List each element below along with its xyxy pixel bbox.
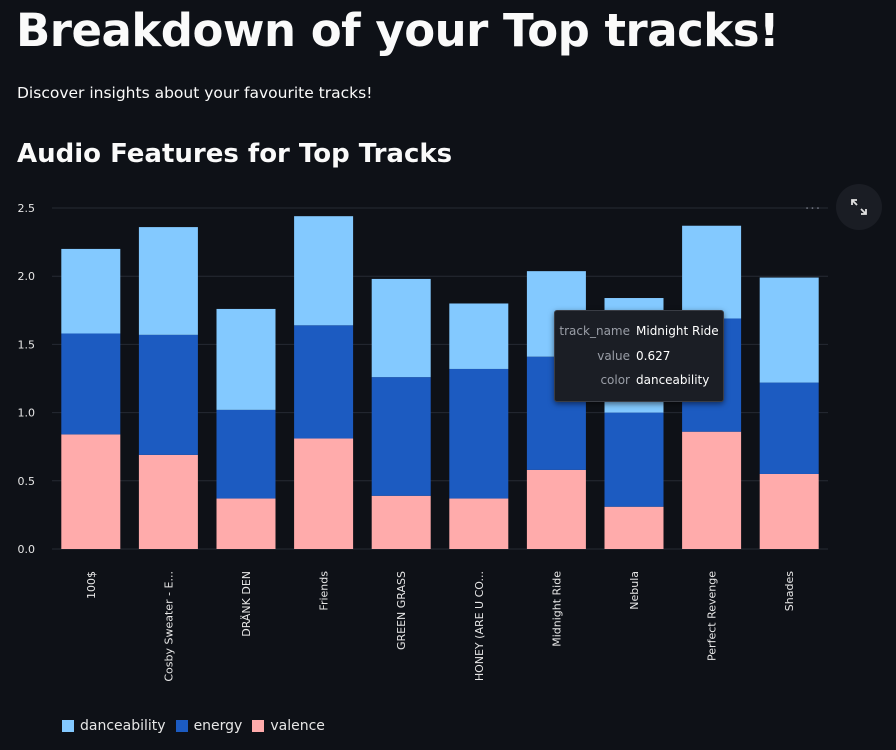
chart-container[interactable]: 0.0 0.5 1.0 1.5 2.0 2.5 100$ Cosby Sweater - E… bbox=[0, 180, 896, 750]
x-tick-label: GREEN GRASS bbox=[395, 571, 408, 650]
bar-energy[interactable] bbox=[61, 333, 121, 435]
stacked-bar-chart[interactable]: 0.0 0.5 1.0 1.5 2.0 2.5 100$ Cosby Sweater - E… bbox=[0, 180, 896, 700]
y-tick-label: 2.0 bbox=[18, 270, 36, 283]
bar-danceability[interactable] bbox=[449, 303, 509, 369]
legend-label: danceability bbox=[80, 718, 166, 734]
chart-tooltip: track_name Midnight Ride value 0.627 col… bbox=[554, 310, 724, 402]
tooltip-row-value: value 0.627 bbox=[555, 348, 723, 364]
x-tick-label: Cosby Sweater - E... bbox=[162, 571, 175, 682]
legend-label: valence bbox=[270, 718, 325, 734]
chart-bars[interactable] bbox=[61, 216, 819, 549]
legend-swatch bbox=[62, 720, 74, 732]
x-tick-label: Shades bbox=[783, 571, 796, 611]
tooltip-value: danceability bbox=[636, 373, 710, 387]
bar-danceability[interactable] bbox=[371, 278, 431, 378]
expand-icon bbox=[851, 199, 867, 215]
tooltip-row-track-name: track_name Midnight Ride bbox=[555, 323, 723, 339]
x-tick-label: Midnight Ride bbox=[550, 571, 563, 647]
y-tick-label: 2.5 bbox=[18, 202, 36, 215]
tooltip-key: color bbox=[600, 373, 630, 387]
page-subtitle: Discover insights about your favourite t… bbox=[17, 84, 373, 102]
bar-danceability[interactable] bbox=[759, 277, 819, 383]
bar-danceability[interactable] bbox=[294, 216, 354, 326]
bar-valence[interactable] bbox=[759, 473, 819, 549]
bar-danceability[interactable] bbox=[138, 227, 198, 335]
tooltip-row-color: color danceability bbox=[555, 372, 723, 388]
y-tick-label: 1.5 bbox=[18, 338, 36, 351]
tooltip-key: track_name bbox=[559, 324, 630, 338]
y-tick-label: 0.5 bbox=[18, 475, 36, 488]
legend-item-danceability[interactable]: danceability bbox=[62, 718, 166, 734]
tooltip-value: Midnight Ride bbox=[636, 324, 719, 338]
bar-danceability[interactable] bbox=[682, 225, 742, 319]
bar-valence[interactable] bbox=[526, 469, 586, 549]
page-title: Breakdown of your Top tracks! bbox=[16, 4, 780, 57]
legend-item-energy[interactable]: energy bbox=[175, 718, 243, 734]
legend-swatch bbox=[252, 720, 265, 732]
bar-valence[interactable] bbox=[294, 438, 354, 549]
bar-valence[interactable] bbox=[371, 495, 431, 549]
bar-valence[interactable] bbox=[61, 434, 121, 549]
legend-label: energy bbox=[193, 718, 243, 734]
x-axis: 100$ Cosby Sweater - E... DRÄNK DEN Friends… bbox=[85, 571, 796, 682]
bar-danceability[interactable] bbox=[216, 308, 276, 410]
fullscreen-button[interactable] bbox=[836, 184, 882, 230]
bar-energy[interactable] bbox=[216, 409, 276, 499]
bar-energy[interactable] bbox=[604, 412, 664, 507]
chart-menu-button[interactable]: ... bbox=[804, 197, 822, 213]
bar-valence[interactable] bbox=[138, 454, 198, 549]
bar-valence[interactable] bbox=[682, 431, 742, 549]
section-title: Audio Features for Top Tracks bbox=[17, 139, 453, 169]
x-tick-label: Perfect Revenge bbox=[706, 571, 719, 661]
x-tick-label: DRÄNK DEN bbox=[240, 571, 253, 637]
tooltip-key: value bbox=[597, 349, 630, 363]
y-tick-label: 0.0 bbox=[18, 543, 36, 556]
x-tick-label: Nebula bbox=[628, 571, 641, 610]
legend-item-valence[interactable]: valence bbox=[252, 718, 325, 734]
chart-legend: danceability energy valence bbox=[62, 716, 335, 736]
bar-energy[interactable] bbox=[759, 382, 819, 474]
x-tick-label: HONEY (ARE U CO... bbox=[473, 571, 486, 681]
bar-energy[interactable] bbox=[138, 334, 198, 455]
bar-valence[interactable] bbox=[449, 498, 509, 549]
x-tick-label: Friends bbox=[318, 571, 331, 611]
tooltip-value: 0.627 bbox=[636, 349, 671, 363]
bar-energy[interactable] bbox=[294, 325, 354, 439]
y-axis: 0.0 0.5 1.0 1.5 2.0 2.5 bbox=[18, 202, 36, 556]
bar-energy[interactable] bbox=[371, 377, 431, 496]
x-tick-label: 100$ bbox=[85, 571, 98, 599]
bar-danceability[interactable] bbox=[61, 248, 121, 334]
y-tick-label: 1.0 bbox=[18, 407, 36, 420]
bar-energy[interactable] bbox=[449, 368, 509, 499]
bar-valence[interactable] bbox=[216, 498, 276, 549]
legend-swatch bbox=[175, 720, 188, 732]
bar-valence[interactable] bbox=[604, 506, 664, 549]
